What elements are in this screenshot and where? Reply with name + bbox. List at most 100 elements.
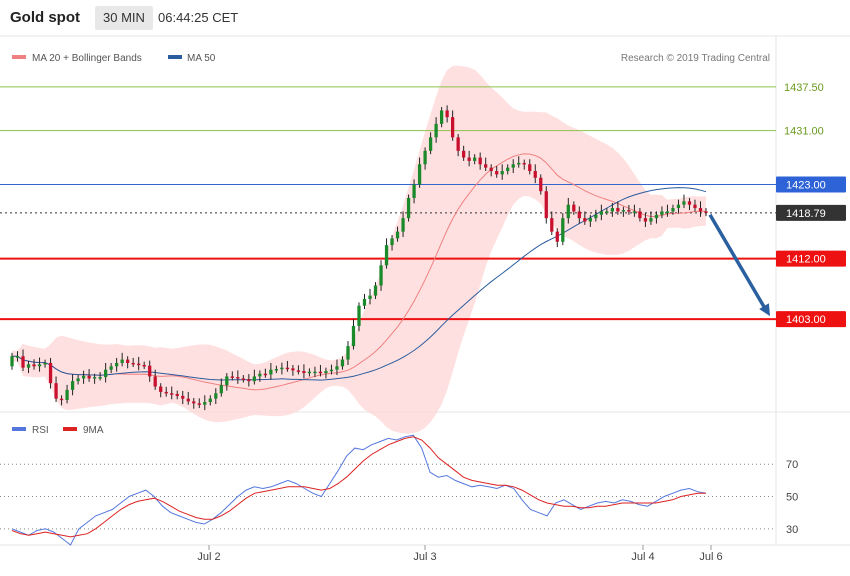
candle-100	[561, 218, 565, 242]
candle-65	[368, 295, 372, 299]
level-label-1431-00: 1431.00	[784, 126, 824, 138]
timeframe-badge[interactable]: 30 MIN	[95, 6, 153, 30]
candle-71	[401, 218, 405, 232]
candle-79	[445, 110, 449, 118]
candle-18	[109, 366, 113, 370]
legend-swatch-ma20	[12, 55, 26, 59]
candle-28	[164, 391, 168, 394]
candle-8	[54, 383, 58, 399]
candle-22	[131, 362, 135, 365]
candle-52	[296, 370, 301, 372]
candle-85	[478, 157, 482, 165]
candle-93	[522, 162, 526, 165]
legend-swatch-9ma	[63, 427, 77, 431]
candle-25	[148, 365, 152, 377]
candle-20	[120, 359, 124, 363]
candle-7	[48, 362, 53, 384]
legend-label-ma50: MA 50	[187, 53, 216, 64]
candle-78	[439, 110, 444, 124]
candle-111	[621, 210, 626, 212]
legend-label-ma20: MA 20 + Bollinger Bands	[32, 53, 142, 64]
candle-75	[423, 150, 427, 165]
level-tag-1403-00	[776, 311, 846, 328]
candle-39	[225, 376, 229, 386]
candle-11	[70, 381, 75, 390]
candle-76	[428, 137, 433, 151]
candle-33	[192, 401, 196, 404]
candle-30	[175, 393, 179, 396]
legend-label-9ma: 9MA	[83, 425, 104, 436]
candle-54	[307, 371, 312, 374]
candle-0	[10, 356, 14, 367]
candle-51	[291, 368, 295, 371]
candle-59	[335, 366, 339, 370]
rsi-tick-label-70: 70	[786, 459, 798, 471]
candle-41	[236, 377, 240, 379]
candle-69	[390, 238, 394, 246]
candle-83	[467, 157, 471, 161]
candle-58	[329, 369, 334, 372]
candle-2	[21, 356, 25, 368]
candle-92	[517, 162, 521, 165]
candle-114	[638, 211, 642, 219]
candle-38	[219, 385, 223, 394]
candle-61	[346, 346, 350, 360]
time-label-jul-4: Jul 4	[631, 551, 654, 563]
candle-32	[186, 398, 190, 402]
candle-121	[676, 204, 681, 209]
candle-6	[43, 362, 47, 365]
page-title: Gold spot	[10, 9, 80, 26]
candle-117	[654, 214, 659, 219]
candle-113	[632, 211, 637, 213]
candle-120	[671, 208, 675, 212]
candle-101	[566, 204, 570, 219]
candle-46	[263, 373, 268, 376]
candle-29	[170, 393, 174, 395]
candle-82	[462, 150, 466, 158]
candle-14	[87, 375, 91, 379]
level-tag-1418-79	[776, 204, 846, 221]
rsi-tick-label-30: 30	[786, 524, 798, 536]
candle-43	[247, 379, 251, 382]
candle-108	[605, 211, 609, 213]
candle-50	[285, 367, 290, 370]
candle-1	[15, 356, 20, 358]
candle-77	[434, 123, 438, 138]
candle-73	[412, 184, 416, 198]
candle-36	[208, 398, 212, 403]
candle-34	[197, 403, 201, 405]
candle-91	[511, 164, 515, 168]
candle-57	[324, 371, 328, 374]
level-label-1403-00: 1403.00	[786, 314, 826, 326]
candle-67	[379, 265, 383, 286]
candle-42	[241, 378, 245, 380]
candle-125	[698, 208, 703, 212]
candle-80	[450, 117, 455, 138]
candle-62	[351, 325, 356, 347]
candle-64	[362, 298, 367, 306]
time-label-jul-3: Jul 3	[413, 551, 436, 563]
candle-4	[32, 364, 36, 367]
candle-81	[456, 137, 460, 151]
candle-26	[153, 376, 157, 387]
candle-99	[555, 231, 559, 242]
candle-123	[687, 201, 692, 205]
candle-55	[313, 371, 317, 374]
rsi-plot: 30 50 70	[0, 434, 798, 546]
candle-72	[406, 197, 411, 219]
candle-116	[649, 218, 653, 222]
candle-47	[269, 369, 273, 375]
candle-5	[37, 364, 42, 367]
price-legend: MA 20 + Bollinger Bands MA 50	[12, 53, 216, 64]
level-label-1412-00: 1412.00	[786, 254, 826, 266]
candle-98	[550, 218, 554, 232]
candle-10	[65, 389, 69, 400]
legend-swatch-rsi	[12, 427, 26, 431]
forecast-arrow-head	[759, 303, 770, 317]
candle-35	[203, 402, 207, 405]
level-label-1418-79: 1418.79	[786, 208, 826, 220]
price-plot: 1437.50 1431.00 1423.00 1418.79 1412.00 1403.…	[0, 65, 846, 434]
candle-115	[643, 218, 648, 222]
candle-63	[357, 305, 361, 326]
candle-104	[583, 218, 587, 222]
